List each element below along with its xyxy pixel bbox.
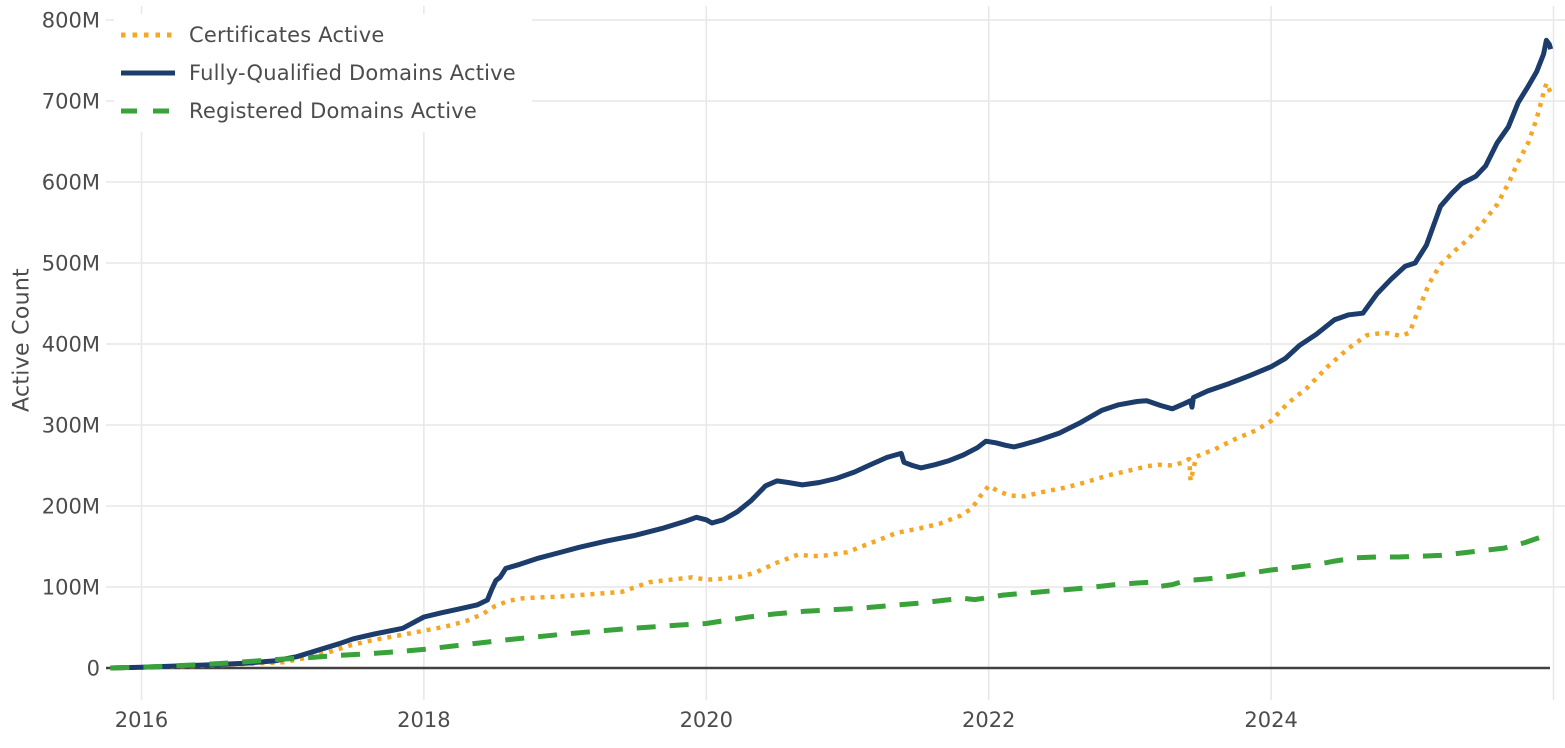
registered-line-swatch-icon	[121, 108, 175, 114]
y-tick-label: 600M	[42, 171, 100, 195]
y-tick-label: 800M	[42, 9, 100, 33]
legend-label-fqdns: Fully-Qualified Domains Active	[189, 61, 516, 85]
y-tick-label: 300M	[42, 414, 100, 438]
legend-item-fqdns[interactable]: Fully-Qualified Domains Active	[120, 54, 516, 92]
legend-label-registered: Registered Domains Active	[189, 99, 477, 123]
legend-label-certificates: Certificates Active	[189, 23, 385, 47]
legend-item-certificates[interactable]: Certificates Active	[120, 16, 516, 54]
y-tick-label: 0	[87, 657, 100, 681]
series-line-fqdns	[110, 37, 1554, 671]
y-tick-label: 500M	[42, 252, 100, 276]
x-tick-label: 2018	[397, 708, 450, 732]
legend: Certificates Active Fully-Qualified Doma…	[114, 14, 532, 132]
certificates-line-swatch-icon	[121, 32, 175, 38]
x-tick-label: 2016	[115, 708, 168, 732]
y-tick-label: 700M	[42, 90, 100, 114]
fqdns-line-swatch-icon	[121, 70, 175, 76]
y-tick-label: 400M	[42, 333, 100, 357]
series-line-certificates	[110, 80, 1553, 671]
x-tick-label: 2024	[1244, 708, 1297, 732]
x-tick-label: 2022	[962, 708, 1015, 732]
legend-item-registered[interactable]: Registered Domains Active	[120, 92, 516, 130]
y-tick-label: 100M	[42, 576, 100, 600]
y-axis-title: Active Count	[9, 268, 35, 412]
x-tick-label: 2020	[680, 708, 733, 732]
y-tick-label: 200M	[42, 495, 100, 519]
